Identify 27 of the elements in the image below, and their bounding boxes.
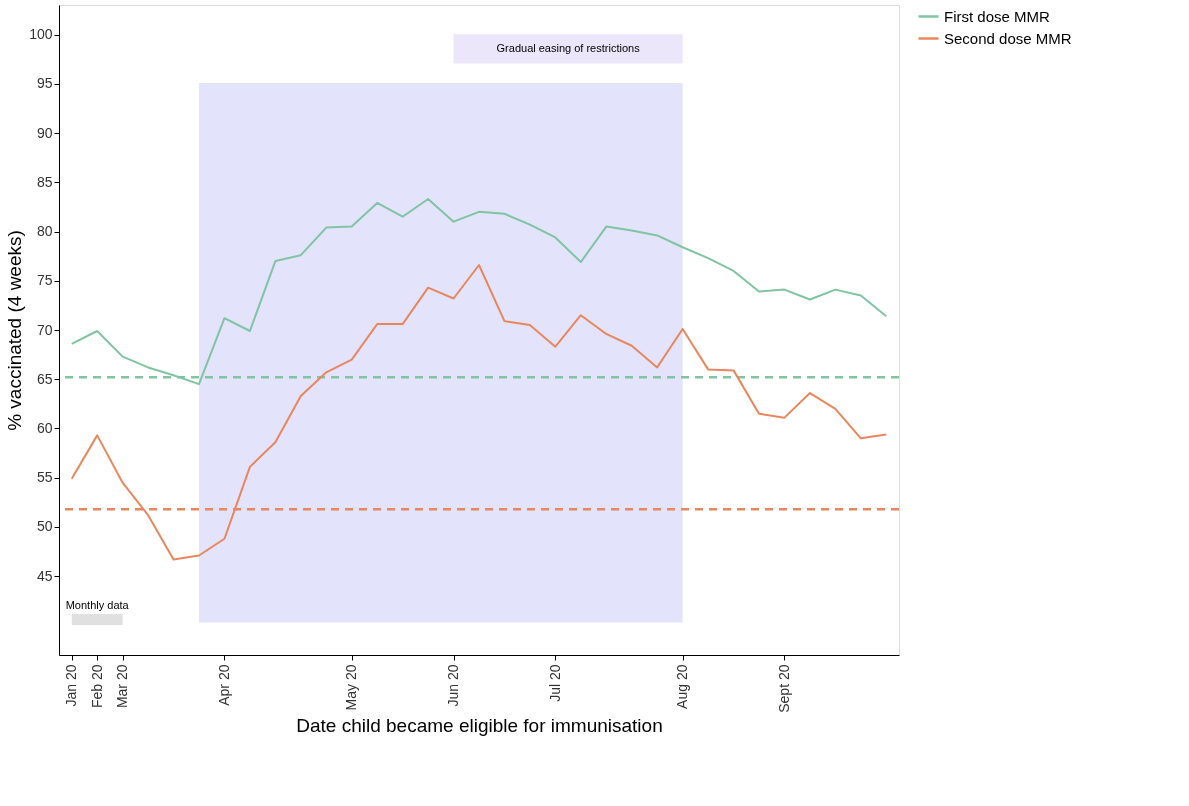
y-tick-label: 95 (36, 75, 53, 92)
x-tick-label: Jul 20 (546, 664, 563, 702)
y-tick-label: 90 (36, 124, 53, 141)
x-tick-label: Aug 20 (674, 664, 691, 709)
y-tick-label: 60 (36, 419, 53, 436)
y-tick-label: 65 (36, 370, 53, 387)
x-tick-label: Feb 20 (88, 664, 105, 709)
y-tick-label: 75 (36, 272, 53, 289)
legend-label: Second dose MMR (944, 29, 1072, 47)
x-tick-label: Sept 20 (775, 664, 792, 713)
x-tick-label: Jan 20 (63, 664, 80, 707)
y-tick-label: 55 (36, 469, 53, 486)
y-tick-label: 70 (36, 321, 53, 338)
y-tick-label: 50 (36, 518, 53, 535)
x-axis-title: Date child became eligible for immunisation (296, 714, 663, 736)
band-label: Gradual easing of restrictions (496, 41, 641, 54)
y-tick-label: 100 (29, 26, 53, 43)
y-tick-label: 80 (36, 223, 53, 240)
x-tick-label: Apr 20 (215, 664, 232, 706)
x-tick-label: May 20 (343, 664, 360, 711)
y-axis-title: % vaccinated (4 weeks) (4, 230, 26, 431)
legend-label: First dose MMR (944, 7, 1051, 25)
x-tick-label: Mar 20 (114, 664, 131, 709)
y-tick-label: 85 (36, 173, 53, 190)
y-tick-label: 45 (36, 567, 53, 584)
annotation: Monthly data (65, 598, 130, 611)
x-tick-label: Jun 20 (445, 664, 462, 707)
